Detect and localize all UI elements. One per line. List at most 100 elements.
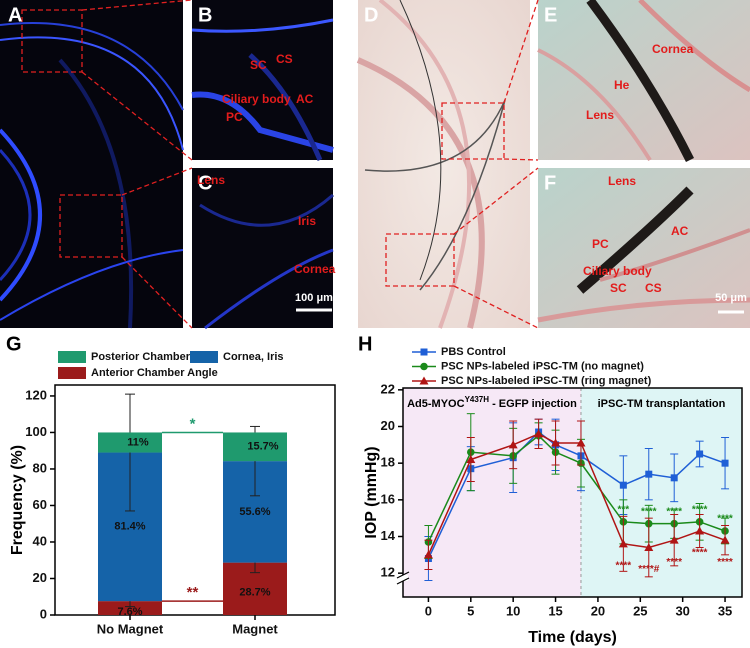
axis-break-gap — [398, 575, 408, 581]
significance-label: ****# — [638, 564, 660, 575]
legend-label: PBS Control — [441, 346, 506, 358]
x-axis-title: Time (days) — [528, 629, 617, 646]
data-point — [551, 438, 561, 447]
zoom-indicators — [21, 0, 539, 329]
image-annotation: PC — [226, 110, 243, 124]
data-point — [695, 526, 705, 535]
bar-segment — [98, 601, 162, 615]
data-point — [720, 535, 730, 544]
y-axis-title: IOP (mmHg) — [363, 446, 380, 538]
legend-swatch — [58, 367, 86, 379]
x-tick-label: 20 — [591, 603, 605, 618]
scale-bar-label: 50 μm — [715, 292, 747, 304]
data-point — [508, 440, 518, 449]
image-annotation: AC — [671, 224, 689, 238]
legend-marker — [420, 362, 428, 371]
image-annotation: Cornea — [652, 42, 694, 56]
y-tick-label: 120 — [25, 387, 47, 402]
significance-label: * — [190, 415, 196, 432]
value-label: 81.4% — [114, 521, 145, 533]
data-point — [576, 438, 586, 447]
legend-label: Posterior Chamber — [91, 351, 191, 363]
image-annotation: Lens — [197, 173, 225, 187]
data-point — [721, 459, 729, 467]
data-point — [423, 550, 433, 559]
micrograph-b — [191, 0, 334, 161]
y-tick-label: 14 — [381, 528, 396, 543]
value-label: 11% — [127, 436, 149, 448]
significance-label: **** — [666, 557, 682, 568]
panel-letter: G — [6, 333, 22, 355]
panel-letter: F — [544, 172, 556, 194]
region-label: Ad5-MYOCY437H - EGFP injection — [407, 395, 577, 410]
image-annotation: Lens — [586, 108, 614, 122]
data-point — [619, 481, 627, 489]
panel-letter: H — [358, 333, 372, 355]
image-annotation: CS — [645, 281, 662, 295]
region-label-superscript: Y437H — [465, 395, 490, 404]
axis-break — [396, 571, 410, 579]
region-label-suffix: - EGFP injection — [489, 398, 577, 410]
image-annotation: AC — [296, 92, 314, 106]
y-tick-label: 60 — [33, 497, 47, 512]
significance-label: *** — [618, 504, 630, 515]
x-tick-label: 35 — [718, 603, 732, 618]
legend-marker — [420, 348, 428, 356]
panel-letter: B — [198, 4, 212, 26]
x-tick-label: 0 — [425, 603, 432, 618]
x-tick-label: 15 — [548, 603, 562, 618]
legend-swatch — [58, 351, 86, 363]
value-label: 28.7% — [239, 587, 270, 599]
legend-label: Anterior Chamber Angle — [91, 367, 218, 379]
panel-letter: C — [198, 172, 212, 194]
legend-swatch — [190, 351, 218, 363]
image-annotation: Iris — [298, 214, 316, 228]
y-axis-title: Frequency (%) — [9, 445, 26, 555]
y-tick-label: 0 — [40, 606, 47, 621]
plot-frame — [402, 387, 743, 598]
legend-marker — [419, 376, 429, 385]
legend-label: PSC NPs-labeled iPSC-TM (no magnet) — [441, 360, 644, 372]
x-tick-label: 5 — [467, 603, 474, 618]
image-annotation: Ciliary body — [222, 92, 291, 106]
plot-frame — [54, 384, 336, 616]
scale-bar-label: 100 μm — [295, 292, 333, 304]
y-tick-label: 18 — [381, 455, 395, 470]
data-point — [645, 470, 653, 478]
significance-label: **** — [692, 504, 708, 515]
micrograph-e — [537, 0, 750, 163]
image-annotation: Cornea — [294, 262, 336, 276]
y-tick-label: 22 — [381, 381, 395, 396]
image-annotation: Lens — [608, 174, 636, 188]
y-tick-label: 40 — [33, 533, 47, 548]
panel-letter: E — [544, 4, 557, 26]
data-point — [670, 474, 678, 482]
x-tick-label: 25 — [633, 603, 647, 618]
y-tick-label: 100 — [25, 424, 47, 439]
image-annotation: SC — [610, 281, 627, 295]
x-tick-label: Magnet — [232, 621, 278, 636]
x-tick-label: No Magnet — [97, 621, 164, 636]
region-label: iPSC-TM transplantation — [598, 398, 726, 410]
panel-letter: D — [364, 4, 378, 26]
significance-label: **** — [641, 506, 657, 517]
micrograph-f — [537, 168, 750, 328]
image-annotation: Ciliary body — [583, 264, 652, 278]
significance-label: **** — [616, 560, 632, 571]
data-point — [534, 429, 544, 438]
data-point — [644, 543, 654, 551]
significance-label: **** — [666, 506, 682, 517]
significance-label: ** — [187, 584, 199, 601]
x-tick-label: 10 — [506, 603, 520, 618]
region-transplant — [580, 388, 742, 597]
value-label: 55.6% — [239, 506, 270, 518]
region-label-text: Ad5-MYOC — [407, 398, 465, 410]
significance-label: **** — [692, 548, 708, 559]
image-annotation: CS — [276, 52, 293, 66]
data-point — [466, 455, 476, 463]
y-tick-label: 16 — [381, 491, 395, 506]
region-injection — [403, 388, 581, 597]
bar-segment — [98, 432, 162, 453]
panel-letter: A — [8, 4, 22, 26]
micrograph-c — [192, 168, 334, 330]
